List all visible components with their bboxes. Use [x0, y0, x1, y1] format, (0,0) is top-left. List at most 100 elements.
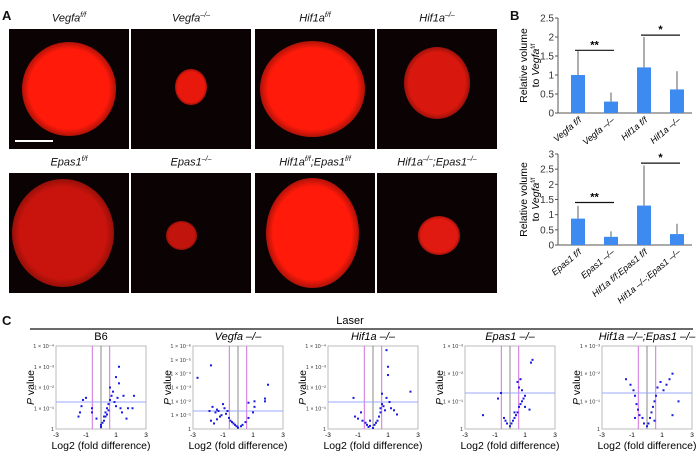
data-point	[131, 407, 134, 410]
data-point	[643, 422, 645, 425]
data-point	[509, 425, 511, 428]
data-point	[211, 405, 214, 408]
panel-a-label: A	[2, 8, 12, 23]
image-label: Epas1–/–	[131, 156, 251, 169]
data-point	[219, 415, 221, 418]
x-axis-label: Log2 (fold difference)	[188, 440, 287, 452]
y-tick-label: 1 × 10⁻³	[34, 365, 54, 371]
data-point	[216, 418, 218, 421]
bar	[604, 236, 618, 245]
genotype-2-sup: f/f	[344, 156, 351, 163]
image-label: Hif1a–/–;Epas1–/–	[377, 156, 497, 169]
data-point	[80, 405, 83, 408]
data-point	[79, 411, 81, 414]
data-point	[482, 414, 484, 417]
y-tick-label: 1	[323, 427, 326, 433]
y-tick-label: 1 × 10⁻¹	[306, 406, 326, 412]
data-point	[232, 422, 235, 425]
data-point	[393, 409, 395, 412]
red-fluorescence-region	[265, 177, 360, 289]
micrograph	[377, 173, 497, 293]
data-point	[213, 422, 215, 425]
data-point	[390, 407, 392, 410]
data-point	[524, 394, 526, 397]
y-tick-label: 1 × 10⁻²	[443, 372, 463, 378]
micrograph	[255, 29, 375, 149]
y-tick-label: 0	[548, 109, 554, 120]
data-point	[252, 411, 254, 414]
data-point	[512, 419, 514, 422]
micrograph	[255, 173, 375, 293]
data-point	[379, 411, 382, 414]
image-label: Hif1af/f	[255, 12, 375, 25]
genotype-sup: –/–	[444, 12, 455, 19]
data-point	[668, 378, 671, 381]
y-tick-label: 1.5	[540, 195, 554, 206]
y-tick-label: 1 × 10⁻³	[580, 344, 600, 350]
data-point	[367, 425, 370, 428]
data-point	[510, 422, 513, 425]
data-point	[104, 411, 107, 414]
genotype-sup: f/f	[324, 12, 331, 19]
data-point	[519, 378, 522, 381]
genotype-2: ;Epas1	[432, 156, 467, 169]
y-axis-label: P value	[571, 370, 583, 405]
bar	[604, 101, 618, 113]
data-point	[396, 413, 398, 416]
data-point	[267, 383, 269, 386]
data-point	[119, 407, 122, 410]
y-tick-label: 1 × 10⁻¹	[171, 413, 191, 419]
data-point	[125, 417, 128, 420]
plot-title: B6	[94, 331, 107, 343]
image-label: Epas1f/f	[9, 156, 129, 169]
y-axis-label: Relative volumeto Vegfaf/f	[518, 162, 542, 237]
data-point	[106, 407, 108, 410]
y-tick-label: 1	[188, 427, 191, 433]
data-point	[103, 419, 105, 422]
plot-title: Epas1 –/–	[485, 331, 535, 343]
micrograph	[377, 29, 497, 149]
data-point	[110, 394, 113, 397]
genotype-2-sup: –/–	[466, 156, 477, 163]
y-tick-label: 1 × 10⁻³	[443, 344, 463, 350]
data-point	[388, 401, 391, 404]
y-tick-label: 1	[460, 427, 463, 433]
data-point	[240, 425, 242, 428]
data-point	[247, 401, 250, 404]
genotype: Hif1a	[279, 156, 305, 169]
data-point	[373, 423, 376, 426]
data-point	[516, 380, 519, 383]
red-fluorescence-region	[22, 42, 116, 136]
y-tick-label: 1	[51, 427, 54, 433]
data-point	[376, 419, 379, 422]
data-point	[354, 415, 356, 418]
y-axis-label: P value	[25, 370, 37, 405]
data-point	[121, 411, 123, 414]
data-point	[214, 411, 217, 414]
data-point	[379, 407, 382, 410]
data-point	[632, 389, 635, 392]
bar	[571, 75, 585, 113]
data-point	[244, 421, 247, 424]
red-fluorescence-region	[404, 47, 470, 119]
x-tick-label: 1	[251, 432, 255, 439]
red-fluorescence-region	[259, 41, 366, 137]
data-point	[381, 403, 383, 406]
panel-c-volcano-plots: Laser B6 1 1 × 10⁻¹ 1 × 10⁻² 1 × 10⁻³ 1 × 10⁻⁴…	[25, 315, 697, 452]
data-point	[385, 396, 388, 399]
data-point	[210, 364, 212, 367]
data-point	[364, 421, 367, 424]
data-point	[85, 396, 87, 399]
data-point	[222, 403, 224, 406]
data-point	[375, 421, 377, 424]
data-point	[659, 380, 662, 383]
data-point	[229, 419, 232, 422]
data-point	[378, 415, 380, 418]
bar	[670, 89, 684, 113]
y-tick-label: 0.5	[540, 90, 554, 101]
data-point	[519, 403, 522, 406]
data-point	[387, 374, 389, 377]
data-point	[515, 414, 517, 417]
x-tick-label: -1	[83, 432, 89, 439]
